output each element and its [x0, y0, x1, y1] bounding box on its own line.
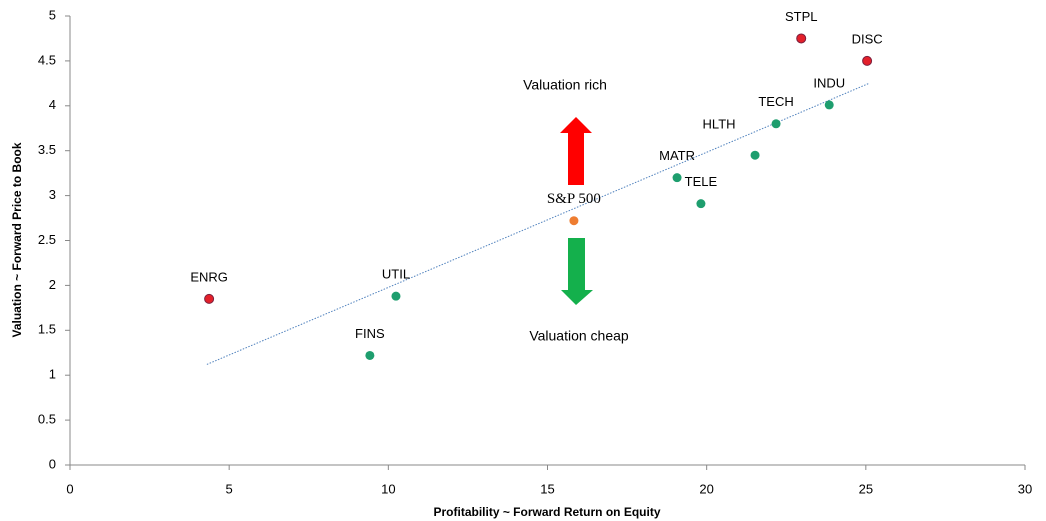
point-label: FINS	[355, 326, 385, 341]
y-axis-title: Valuation ~ Forward Price to Book	[10, 142, 24, 337]
point	[391, 291, 401, 301]
x-tick-label: 30	[1018, 481, 1032, 496]
x-tick-label: 15	[540, 481, 554, 496]
point	[796, 33, 807, 44]
y-tick-label: 5	[49, 7, 56, 22]
point	[771, 119, 781, 129]
x-tick-label: 25	[859, 481, 873, 496]
y-tick-label: 2	[49, 277, 56, 292]
x-tick-label: 5	[226, 481, 233, 496]
y-tick-label: 2.5	[38, 232, 56, 247]
y-tick-label: 1.5	[38, 322, 56, 337]
point-label: ENRG	[190, 269, 228, 284]
point-label: DISC	[852, 31, 883, 46]
y-tick-label: 4.5	[38, 52, 56, 67]
y-tick-label: 0.5	[38, 412, 56, 427]
x-axis-title: Profitability ~ Forward Return on Equity	[433, 505, 660, 519]
point-label: MATR	[659, 148, 695, 163]
x-tick-label: 10	[381, 481, 395, 496]
point	[824, 100, 834, 110]
annotation: Valuation rich	[523, 77, 607, 93]
point	[750, 150, 760, 160]
point-label: INDU	[813, 75, 845, 90]
arrow-down	[561, 238, 593, 305]
point	[862, 55, 873, 66]
trendline	[206, 82, 870, 365]
x-tick-label: 20	[699, 481, 713, 496]
point	[672, 173, 682, 183]
point-label: HLTH	[703, 117, 736, 132]
y-tick-label: 4	[49, 97, 56, 112]
y-tick-label: 0	[49, 456, 56, 471]
y-tick-label: 1	[49, 367, 56, 382]
y-tick-label: 3	[49, 187, 56, 202]
y-tick-label: 3.5	[38, 142, 56, 157]
point	[365, 350, 375, 360]
point-label: STPL	[785, 9, 818, 24]
x-tick-label: 0	[66, 481, 73, 496]
point-label: TECH	[758, 94, 793, 109]
point	[204, 293, 215, 304]
arrow-up	[560, 117, 592, 185]
point	[696, 199, 706, 209]
annotation: Valuation cheap	[529, 328, 629, 344]
point-label: UTIL	[382, 267, 410, 282]
point-label: S&P 500	[547, 191, 601, 207]
point	[569, 216, 579, 226]
point-label: TELE	[685, 174, 718, 189]
